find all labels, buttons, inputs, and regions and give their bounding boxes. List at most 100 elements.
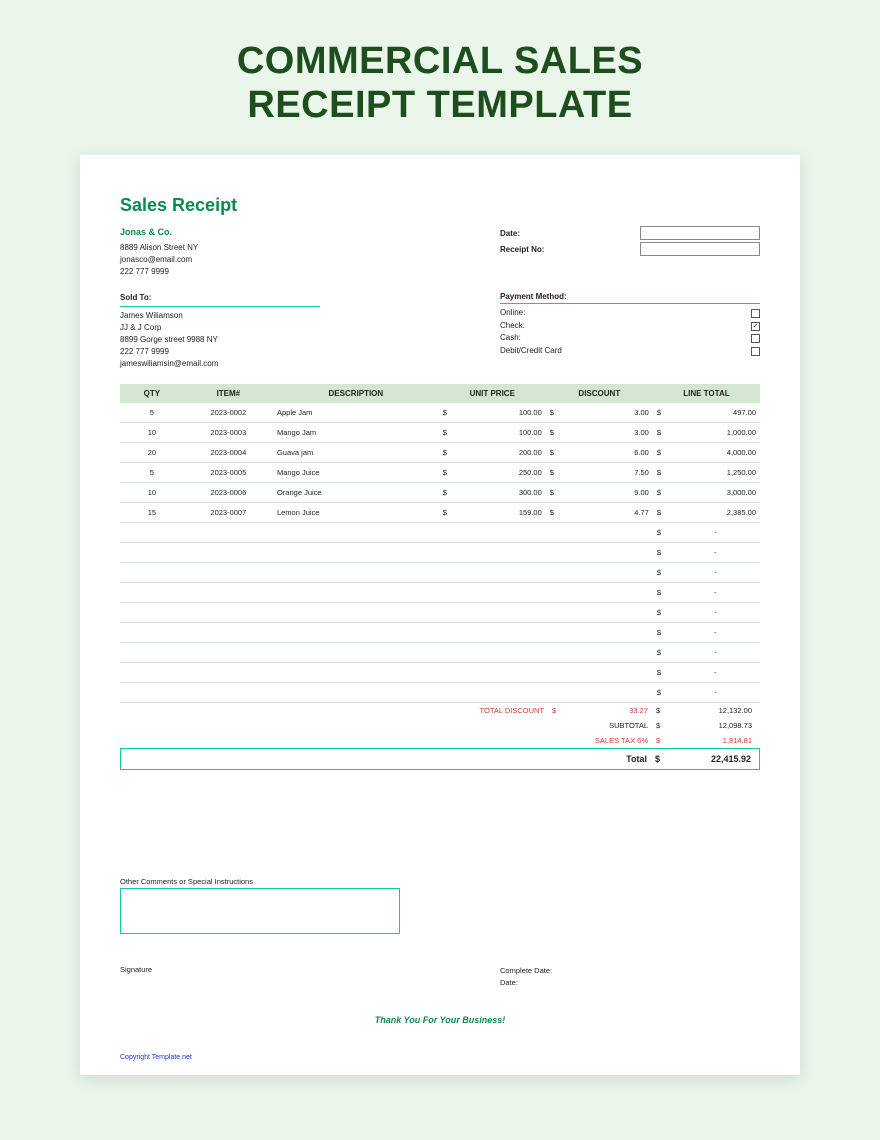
table-row-empty: $- xyxy=(120,542,760,562)
cell-disc: 3.00 xyxy=(564,422,653,442)
currency-symbol: $ xyxy=(546,442,564,462)
receipt-heading: Sales Receipt xyxy=(120,195,760,216)
cell-disc: 4.77 xyxy=(564,502,653,522)
date-input-box[interactable] xyxy=(640,226,760,240)
header-line: LINE TOTAL xyxy=(653,384,760,403)
currency-symbol: $ xyxy=(653,682,671,702)
table-row: 152023-0007Lemon Juice$159.00$4.77$2,385… xyxy=(120,502,760,522)
thank-you-message: Thank You For Your Business! xyxy=(80,1015,800,1025)
cell-dash: - xyxy=(671,562,760,582)
payment-method-row: Cash: xyxy=(500,332,760,345)
buyer-email: jameswiliamsin@email.com xyxy=(120,358,320,370)
payment-method-row: Debit/Credit Card xyxy=(500,345,760,358)
mid-info-row: Sold To: James Wiliamson JJ & J Corp 889… xyxy=(120,292,760,370)
currency-symbol: $ xyxy=(653,462,671,482)
currency-symbol: $ xyxy=(653,403,671,423)
cell-line: 1,000.00 xyxy=(671,422,760,442)
cell-desc: Mango Jam xyxy=(273,422,439,442)
cell-disc: 6.00 xyxy=(564,442,653,462)
company-email: jonasco@email.com xyxy=(120,254,198,266)
cell-disc: 7.50 xyxy=(564,462,653,482)
cell-unit: 200.00 xyxy=(457,442,546,462)
table-row-empty: $- xyxy=(120,522,760,542)
receipt-no-label: Receipt No: xyxy=(500,245,570,254)
cell-disc: 9.00 xyxy=(564,482,653,502)
currency-symbol: $ xyxy=(653,542,671,562)
cell-desc: Apple Jam xyxy=(273,403,439,423)
total-discount-value: 33.27 xyxy=(566,706,656,715)
copyright-link[interactable]: Copyright Template.net xyxy=(120,1054,192,1061)
checkbox[interactable] xyxy=(751,334,760,343)
currency-symbol: $ xyxy=(653,622,671,642)
currency-symbol: $ xyxy=(439,462,457,482)
currency-symbol: $ xyxy=(653,422,671,442)
tax-label: SALES TAX 6% xyxy=(412,736,656,745)
cell-qty: 15 xyxy=(120,502,184,522)
cell-item: 2023-0005 xyxy=(184,462,273,482)
currency-symbol: $ xyxy=(653,482,671,502)
currency-symbol: $ xyxy=(653,522,671,542)
table-row: 52023-0002Apple Jam$100.00$3.00$497.00 xyxy=(120,403,760,423)
header-disc: DISCOUNT xyxy=(546,384,653,403)
currency-symbol: $ xyxy=(656,736,670,745)
buyer-address: 8899 Gorge street 9988 NY xyxy=(120,334,320,346)
signature-label: Signature xyxy=(120,965,152,988)
header-qty: QTY xyxy=(120,384,184,403)
date-label: Date: xyxy=(500,229,570,238)
totals-block: TOTAL DISCOUNT $ 33.27 $ 12,132.00 SUBTO… xyxy=(120,703,760,770)
cell-line: 1,250.00 xyxy=(671,462,760,482)
buyer-name: James Wiliamson xyxy=(120,310,320,322)
currency-symbol: $ xyxy=(656,721,670,730)
table-row-empty: $- xyxy=(120,662,760,682)
comments-box[interactable] xyxy=(120,888,400,934)
checkbox[interactable] xyxy=(751,309,760,318)
cell-item: 2023-0006 xyxy=(184,482,273,502)
items-table: QTY ITEM# DESCRIPTION UNIT PRICE DISCOUN… xyxy=(120,384,760,703)
sold-to-label: Sold To: xyxy=(120,292,320,307)
title-line1: COMMERCIAL SALES xyxy=(237,40,643,82)
payment-method-row: Check:✓ xyxy=(500,320,760,333)
currency-symbol: $ xyxy=(439,482,457,502)
table-row-empty: $- xyxy=(120,602,760,622)
cell-item: 2023-0004 xyxy=(184,442,273,462)
cell-line: 3,000.00 xyxy=(671,482,760,502)
subtotal-label: SUBTOTAL xyxy=(412,721,656,730)
cell-desc: Lemon Juice xyxy=(273,502,439,522)
comments-label: Other Comments or Special Instructions xyxy=(120,877,400,886)
currency-symbol: $ xyxy=(653,442,671,462)
payment-method-label: Payment Method: xyxy=(500,292,760,304)
date-block: Date: Receipt No: xyxy=(500,226,760,278)
top-info-row: Jonas & Co. 8889 Alison Street NY jonasc… xyxy=(120,226,760,278)
currency-symbol: $ xyxy=(653,502,671,522)
cell-desc: Mango Juice xyxy=(273,462,439,482)
cell-dash: - xyxy=(671,522,760,542)
company-name: Jonas & Co. xyxy=(120,226,198,240)
header-unit: UNIT PRICE xyxy=(439,384,546,403)
header-desc: DESCRIPTION xyxy=(273,384,439,403)
cell-unit: 300.00 xyxy=(457,482,546,502)
comments-section: Other Comments or Special Instructions xyxy=(120,877,400,934)
cell-dash: - xyxy=(671,662,760,682)
cell-unit: 100.00 xyxy=(457,403,546,423)
table-row: 102023-0003Mango Jam$100.00$3.00$1,000.0… xyxy=(120,422,760,442)
currency-symbol: $ xyxy=(653,562,671,582)
checkbox[interactable]: ✓ xyxy=(751,322,760,331)
cell-line: 497.00 xyxy=(671,403,760,423)
receipt-no-input-box[interactable] xyxy=(640,242,760,256)
cell-qty: 10 xyxy=(120,482,184,502)
total-discount-label: TOTAL DISCOUNT xyxy=(412,706,552,715)
payment-method-row: Online: xyxy=(500,307,760,320)
currency-symbol: $ xyxy=(439,403,457,423)
currency-symbol: $ xyxy=(656,706,670,715)
cell-dash: - xyxy=(671,582,760,602)
cell-qty: 10 xyxy=(120,422,184,442)
checkbox[interactable] xyxy=(751,347,760,356)
date-label-bottom: Date: xyxy=(500,977,760,988)
cell-qty: 5 xyxy=(120,403,184,423)
page-title: COMMERCIAL SALES RECEIPT TEMPLATE xyxy=(237,40,643,127)
currency-symbol: $ xyxy=(655,754,669,764)
buyer-company: JJ & J Corp xyxy=(120,322,320,334)
table-row: 202023-0004Guava jam$200.00$6.00$4,000.0… xyxy=(120,442,760,462)
currency-symbol: $ xyxy=(546,502,564,522)
cell-unit: 250.00 xyxy=(457,462,546,482)
